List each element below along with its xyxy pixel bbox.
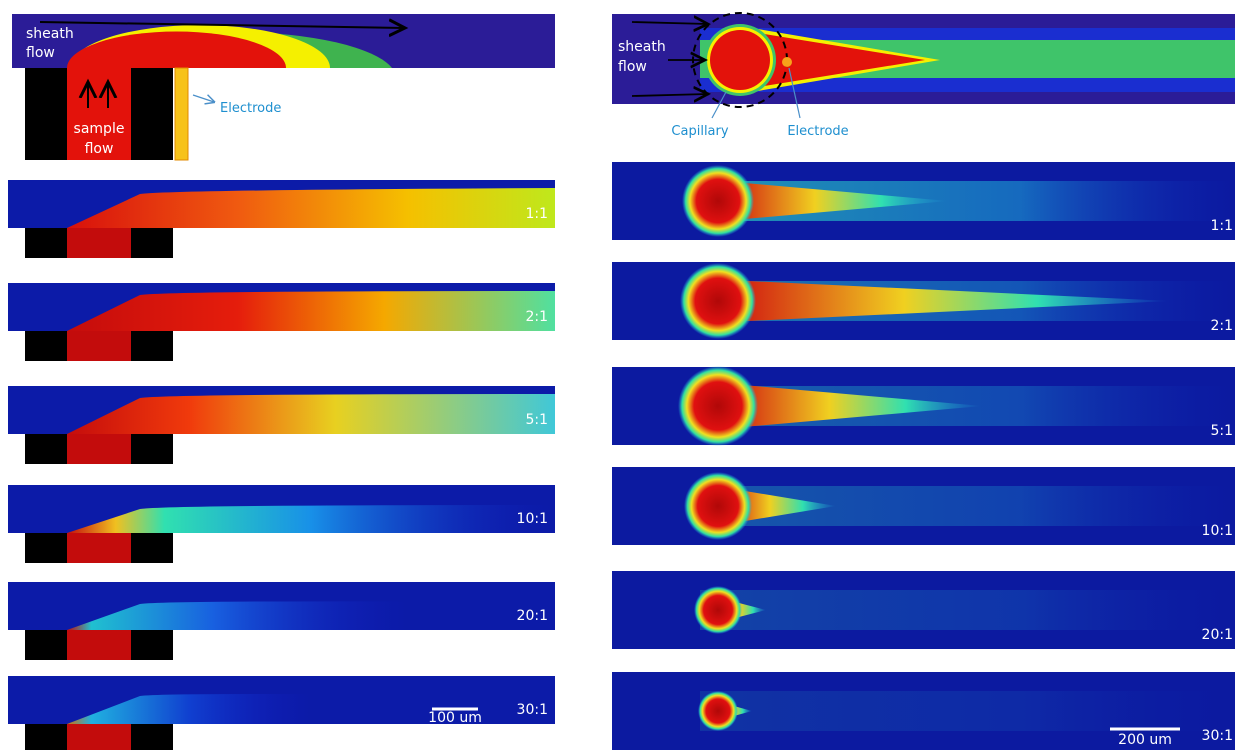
block	[131, 630, 173, 660]
flow-panel: 2:1	[612, 262, 1235, 340]
sample-channel	[67, 331, 131, 361]
head	[680, 263, 756, 339]
head	[678, 366, 758, 446]
ratio-label: 10:1	[517, 511, 548, 527]
flow-panel: 2:1	[8, 283, 555, 361]
block	[131, 533, 173, 563]
ratio-label: 20:1	[517, 608, 548, 624]
block	[25, 331, 67, 361]
plume	[67, 188, 555, 228]
sample-channel	[67, 630, 131, 660]
right-schematic: sheath flow Capillary Electrode	[612, 13, 1235, 139]
figure: sheath flow sample flow Electrode sheath…	[0, 0, 1235, 750]
ratio-label: 20:1	[1202, 627, 1233, 643]
flow-panel: 10:1	[8, 485, 555, 563]
electrode-label: Electrode	[787, 124, 848, 139]
sample-label: flow	[85, 141, 114, 157]
sample-channel	[67, 533, 131, 563]
block	[131, 228, 173, 258]
ratio-label: 1:1	[1210, 218, 1233, 234]
ratio-label: 10:1	[1202, 523, 1233, 539]
sample-channel	[67, 724, 131, 750]
sheath-label: sheath	[26, 26, 74, 42]
sheath-label: sheath	[618, 39, 666, 55]
block	[25, 533, 67, 563]
ratio-label: 1:1	[525, 206, 548, 222]
capillary-label: Capillary	[671, 124, 728, 139]
sample-channel	[67, 434, 131, 464]
head	[684, 472, 752, 540]
scale-bar-label: 100 um	[428, 710, 482, 726]
head	[694, 586, 742, 634]
scale-bar-label: 200 um	[1118, 732, 1172, 748]
flow-panel: 1:1	[8, 180, 555, 258]
sheath-label: flow	[618, 59, 647, 75]
flow-panel: 20:1	[8, 582, 555, 660]
electrode-label: Electrode	[220, 101, 281, 116]
head	[682, 165, 754, 237]
ratio-label: 5:1	[525, 412, 548, 428]
glow	[700, 691, 1235, 731]
sample-channel	[67, 228, 131, 258]
flow-panel: 5:1	[612, 366, 1235, 446]
ratio-label: 30:1	[517, 702, 548, 718]
flow-panel: 1:1	[612, 162, 1235, 240]
glow	[700, 590, 1235, 630]
plume	[67, 505, 555, 533]
block	[25, 434, 67, 464]
block	[131, 331, 173, 361]
plume	[67, 394, 555, 434]
head	[698, 691, 738, 731]
plume	[67, 601, 555, 630]
block	[25, 228, 67, 258]
block	[25, 630, 67, 660]
ratio-label: 2:1	[1210, 318, 1233, 334]
block	[131, 434, 173, 464]
sample-label: sample	[74, 121, 125, 137]
block	[131, 724, 173, 750]
flow-panel: 10:1	[612, 467, 1235, 545]
block	[25, 724, 67, 750]
ratio-label: 2:1	[525, 309, 548, 325]
sheath-label: flow	[26, 45, 55, 61]
plume	[67, 291, 555, 331]
ratio-label: 30:1	[1202, 728, 1233, 744]
left-schematic: sheath flow sample flow Electrode	[12, 14, 555, 160]
flow-panel: 20:1	[612, 571, 1235, 649]
ratio-label: 5:1	[1210, 423, 1233, 439]
flow-panel: 5:1	[8, 386, 555, 464]
